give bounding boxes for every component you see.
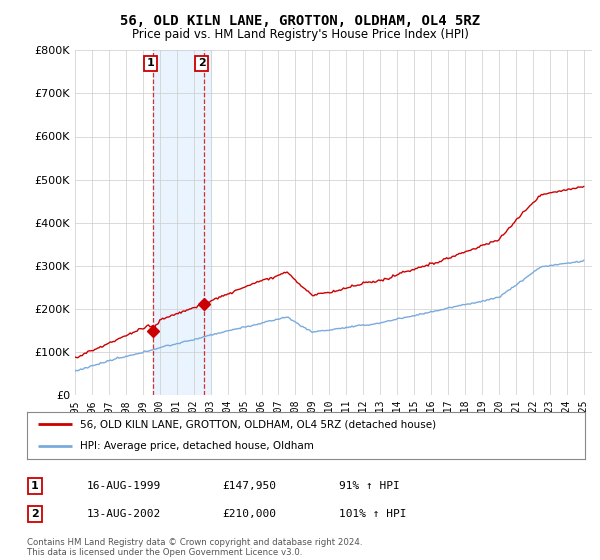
- Text: £147,950: £147,950: [222, 481, 276, 491]
- Text: 16-AUG-1999: 16-AUG-1999: [87, 481, 161, 491]
- Text: 1: 1: [31, 481, 38, 491]
- Text: 1: 1: [147, 58, 155, 68]
- Text: 2: 2: [31, 509, 38, 519]
- Text: Price paid vs. HM Land Registry's House Price Index (HPI): Price paid vs. HM Land Registry's House …: [131, 28, 469, 41]
- Text: 101% ↑ HPI: 101% ↑ HPI: [339, 509, 407, 519]
- Text: 56, OLD KILN LANE, GROTTON, OLDHAM, OL4 5RZ: 56, OLD KILN LANE, GROTTON, OLDHAM, OL4 …: [120, 14, 480, 28]
- Text: 56, OLD KILN LANE, GROTTON, OLDHAM, OL4 5RZ (detached house): 56, OLD KILN LANE, GROTTON, OLDHAM, OL4 …: [80, 419, 436, 430]
- Bar: [154, 50, 211, 395]
- Text: HPI: Average price, detached house, Oldham: HPI: Average price, detached house, Oldh…: [80, 441, 314, 451]
- Text: 2: 2: [198, 58, 206, 68]
- Text: 13-AUG-2002: 13-AUG-2002: [87, 509, 161, 519]
- Text: 91% ↑ HPI: 91% ↑ HPI: [339, 481, 400, 491]
- Text: £210,000: £210,000: [222, 509, 276, 519]
- Text: Contains HM Land Registry data © Crown copyright and database right 2024.
This d: Contains HM Land Registry data © Crown c…: [27, 538, 362, 557]
